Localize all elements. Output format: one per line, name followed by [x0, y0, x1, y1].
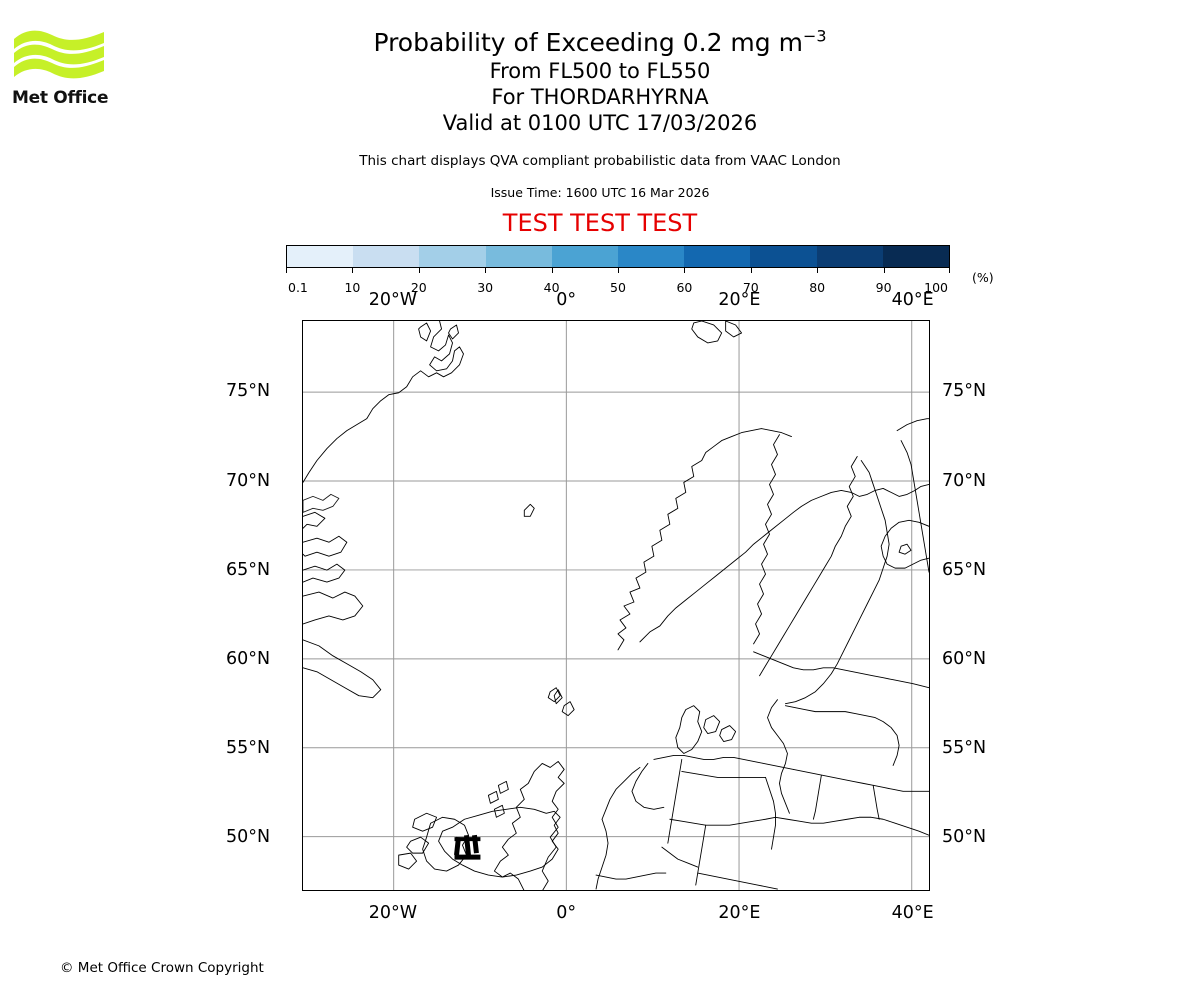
colorbar-segment-1	[353, 246, 420, 267]
disclaimer-line: This chart displays QVA compliant probab…	[359, 153, 841, 169]
lon-label-top-0: 20°W	[368, 290, 418, 310]
title-block: Probability of Exceeding 0.2 mg m−3 From…	[0, 0, 1200, 237]
lat-label-left-2: 65°N	[226, 559, 271, 580]
met-office-logo: Met Office	[12, 26, 108, 116]
colorbar-unit-label: (%)	[972, 270, 994, 285]
lat-label-left-3: 60°N	[226, 649, 271, 670]
valid-time-line: Valid at 0100 UTC 17/03/2026	[442, 111, 758, 135]
lat-label-left-4: 55°N	[226, 738, 271, 759]
lat-label-left-1: 70°N	[226, 470, 271, 491]
volcano-marker	[454, 834, 481, 860]
colorbar-tick-7	[750, 268, 752, 273]
colorbar-tick-label-9: 90	[875, 280, 892, 295]
test-banner: TEST TEST TEST	[502, 209, 698, 237]
copyright-text: © Met Office Crown Copyright	[60, 960, 264, 976]
chart-title: Probability of Exceeding 0.2 mg m−3	[0, 28, 1200, 58]
lon-label-bottom-2: 20°E	[718, 903, 761, 923]
colorbar-tick-2	[418, 268, 420, 273]
colorbar-segment-4	[551, 246, 619, 267]
colorbar-ticks	[286, 268, 950, 280]
lat-label-left-5: 50°N	[226, 827, 271, 848]
lat-label-right-5: 50°N	[942, 827, 987, 848]
colorbar-strip	[286, 245, 950, 268]
colorbar-tick-label-0: 0.1	[288, 280, 308, 295]
colorbar-segment-8	[816, 246, 883, 267]
lat-label-right-4: 55°N	[942, 738, 987, 759]
colorbar-tick-6	[684, 268, 686, 273]
flight-level-line: From FL500 to FL550	[489, 59, 711, 83]
lon-label-top-3: 40°E	[891, 290, 934, 310]
colorbar-tick-labels: 0.1 10 20 30 40 50 60 70 80 90 100	[286, 280, 950, 298]
issue-time-line: Issue Time: 1600 UTC 16 Mar 2026	[490, 185, 710, 200]
colorbar-tick-label-8: 80	[809, 280, 826, 295]
colorbar-tick-0	[286, 268, 287, 273]
colorbar-segment-7	[750, 246, 817, 267]
colorbar-tick-3	[485, 268, 487, 273]
colorbar-tick-label-10: 100	[924, 280, 948, 295]
lat-label-left-0: 75°N	[226, 381, 271, 402]
volcano-name-line: For THORDARHYRNA	[491, 85, 709, 109]
colorbar-tick-label-4: 40	[543, 280, 560, 295]
colorbar-tick-label-3: 30	[477, 280, 494, 295]
lon-label-bottom-0: 20°W	[368, 903, 418, 923]
lat-label-right-0: 75°N	[942, 381, 987, 402]
colorbar-tick-9	[883, 268, 885, 273]
colorbar-tick-1	[352, 268, 354, 273]
lat-label-right-1: 70°N	[942, 470, 987, 491]
map-gridlines	[303, 321, 929, 890]
colorbar-tick-label-6: 60	[676, 280, 693, 295]
lat-label-right-2: 65°N	[942, 559, 987, 580]
lon-label-bottom-1: 0°	[556, 903, 577, 923]
colorbar-segment-9	[882, 246, 950, 267]
colorbar-segment-3	[485, 246, 552, 267]
colorbar-segment-0	[287, 246, 354, 267]
met-office-logo-text: Met Office	[12, 88, 109, 108]
colorbar-segment-6	[684, 246, 751, 267]
lon-label-top-1: 0°	[556, 290, 577, 310]
lon-label-bottom-3: 40°E	[891, 903, 934, 923]
lon-label-top-2: 20°E	[718, 290, 761, 310]
colorbar-segment-2	[419, 246, 486, 267]
colorbar-tick-label-1: 10	[344, 280, 361, 295]
colorbar-tick-label-2: 20	[410, 280, 427, 295]
map-plot-area[interactable]	[302, 320, 930, 891]
colorbar-tick-5	[618, 268, 619, 273]
colorbar-tick-label-5: 50	[610, 280, 626, 295]
colorbar-tick-8	[817, 268, 819, 273]
colorbar-tick-10	[949, 268, 950, 273]
colorbar: 0.1 10 20 30 40 50 60 70 80 90 100	[286, 245, 950, 298]
chart-title-exponent: −3	[802, 26, 827, 46]
chart-title-text: Probability of Exceeding 0.2 mg m	[373, 28, 803, 57]
colorbar-tick-4	[551, 268, 553, 273]
lat-label-right-3: 60°N	[942, 649, 987, 670]
colorbar-segment-5	[618, 246, 685, 267]
colorbar-tick-label-7: 70	[742, 280, 759, 295]
